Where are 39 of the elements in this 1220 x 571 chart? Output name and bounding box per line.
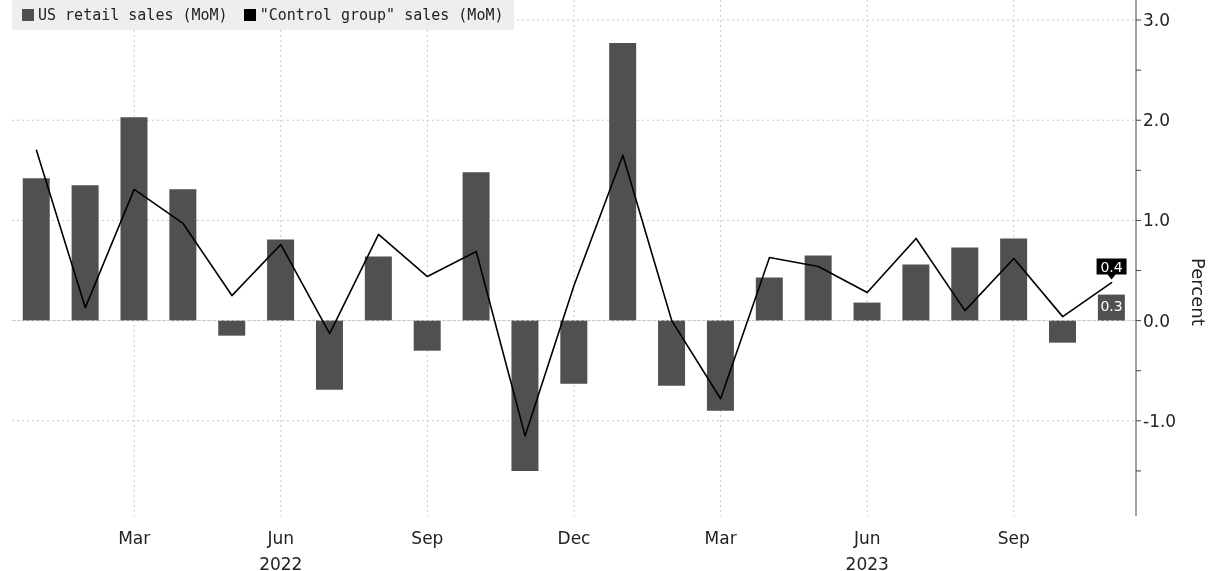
- legend-label: "Control group" sales (MoM): [258, 6, 504, 24]
- x-tick-label: Mar: [704, 528, 737, 548]
- bar: [71, 185, 99, 321]
- x-tick-label: Jun 2023: [845, 528, 889, 571]
- bar: [267, 239, 295, 321]
- bar: [120, 117, 148, 321]
- bar: [1000, 238, 1028, 321]
- data-label: 0.4: [1100, 258, 1123, 275]
- bar: [804, 255, 832, 321]
- bar: [22, 178, 50, 321]
- bar: [462, 172, 490, 321]
- bar: [658, 320, 686, 386]
- bar: [609, 43, 637, 321]
- y-tick-label: 0.0: [1143, 310, 1171, 331]
- bar: [413, 320, 441, 351]
- bar: [951, 247, 979, 321]
- bar: [560, 320, 588, 384]
- bar: [853, 302, 881, 321]
- x-tick-label: Jun 2022: [259, 528, 303, 571]
- y-tick-label: -1.0: [1143, 410, 1177, 431]
- bar: [511, 320, 539, 471]
- y-tick-label: 2.0: [1143, 110, 1171, 131]
- legend-label: US retail sales (MoM): [37, 6, 228, 24]
- x-tick-label: Sep: [997, 528, 1030, 548]
- bar: [218, 320, 246, 336]
- bar: [1049, 320, 1077, 343]
- data-label: 0.3: [1100, 297, 1123, 314]
- bar: [755, 277, 783, 321]
- y-tick-label: 1.0: [1143, 210, 1171, 231]
- x-tick-label: Mar: [118, 528, 151, 548]
- x-tick-label: Sep: [411, 528, 444, 548]
- bar: [706, 320, 734, 411]
- bar: [364, 256, 392, 321]
- bar: [169, 189, 197, 321]
- bar: [315, 320, 343, 390]
- x-tick-label: Dec: [557, 528, 591, 548]
- bar: [902, 264, 930, 321]
- y-axis-title: Percent: [1187, 258, 1209, 326]
- y-tick-label: 3.0: [1143, 10, 1171, 31]
